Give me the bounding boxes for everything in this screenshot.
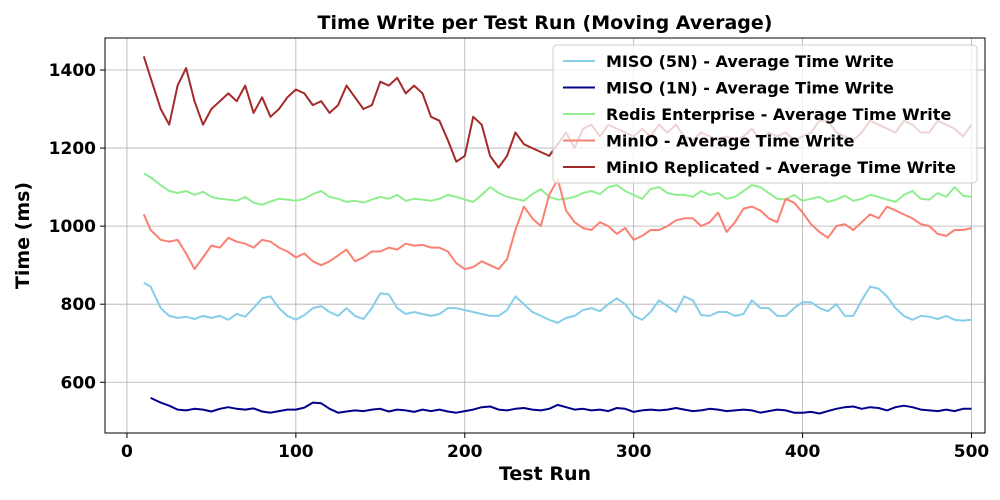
series-line-redis-enterprise	[143, 172, 972, 206]
y-tick-label: 800	[61, 295, 97, 315]
x-axis-label: Test Run	[499, 463, 591, 485]
x-tick-label: 200	[447, 442, 483, 462]
chart-title: Time Write per Test Run (Moving Average)	[318, 12, 773, 34]
y-tick-label: 600	[61, 373, 97, 393]
legend-label: MinIO Replicated - Average Time Write	[606, 158, 956, 177]
legend-label: Redis Enterprise - Average Time Write	[606, 105, 951, 124]
y-tick-label: 1000	[49, 217, 96, 237]
legend-label: MISO (1N) - Average Time Write	[606, 79, 894, 98]
legend: MISO (5N) - Average Time Write MISO (1N) …	[552, 44, 978, 184]
x-tick-label: 100	[278, 442, 314, 462]
series-line-miso-5n	[143, 281, 972, 324]
legend-label: MISO (5N) - Average Time Write	[606, 52, 894, 71]
x-tick-label: 300	[616, 442, 652, 462]
series-line-miso-1n	[150, 396, 972, 415]
plot-frame	[104, 37, 986, 434]
y-axis-label: Time (ms)	[12, 182, 34, 289]
legend-box	[552, 44, 978, 184]
legend-label: MinIO - Average Time Write	[606, 132, 855, 151]
y-tick-label: 1200	[49, 139, 96, 159]
x-tick-label: 0	[121, 442, 133, 462]
x-tick-label: 500	[954, 442, 990, 462]
series-line-minio	[142, 178, 972, 271]
ticks: 0 100 200 300 400 500 600 800 1000 1200 1400	[49, 61, 990, 462]
x-tick-label: 400	[785, 442, 821, 462]
y-tick-label: 1400	[49, 61, 96, 81]
